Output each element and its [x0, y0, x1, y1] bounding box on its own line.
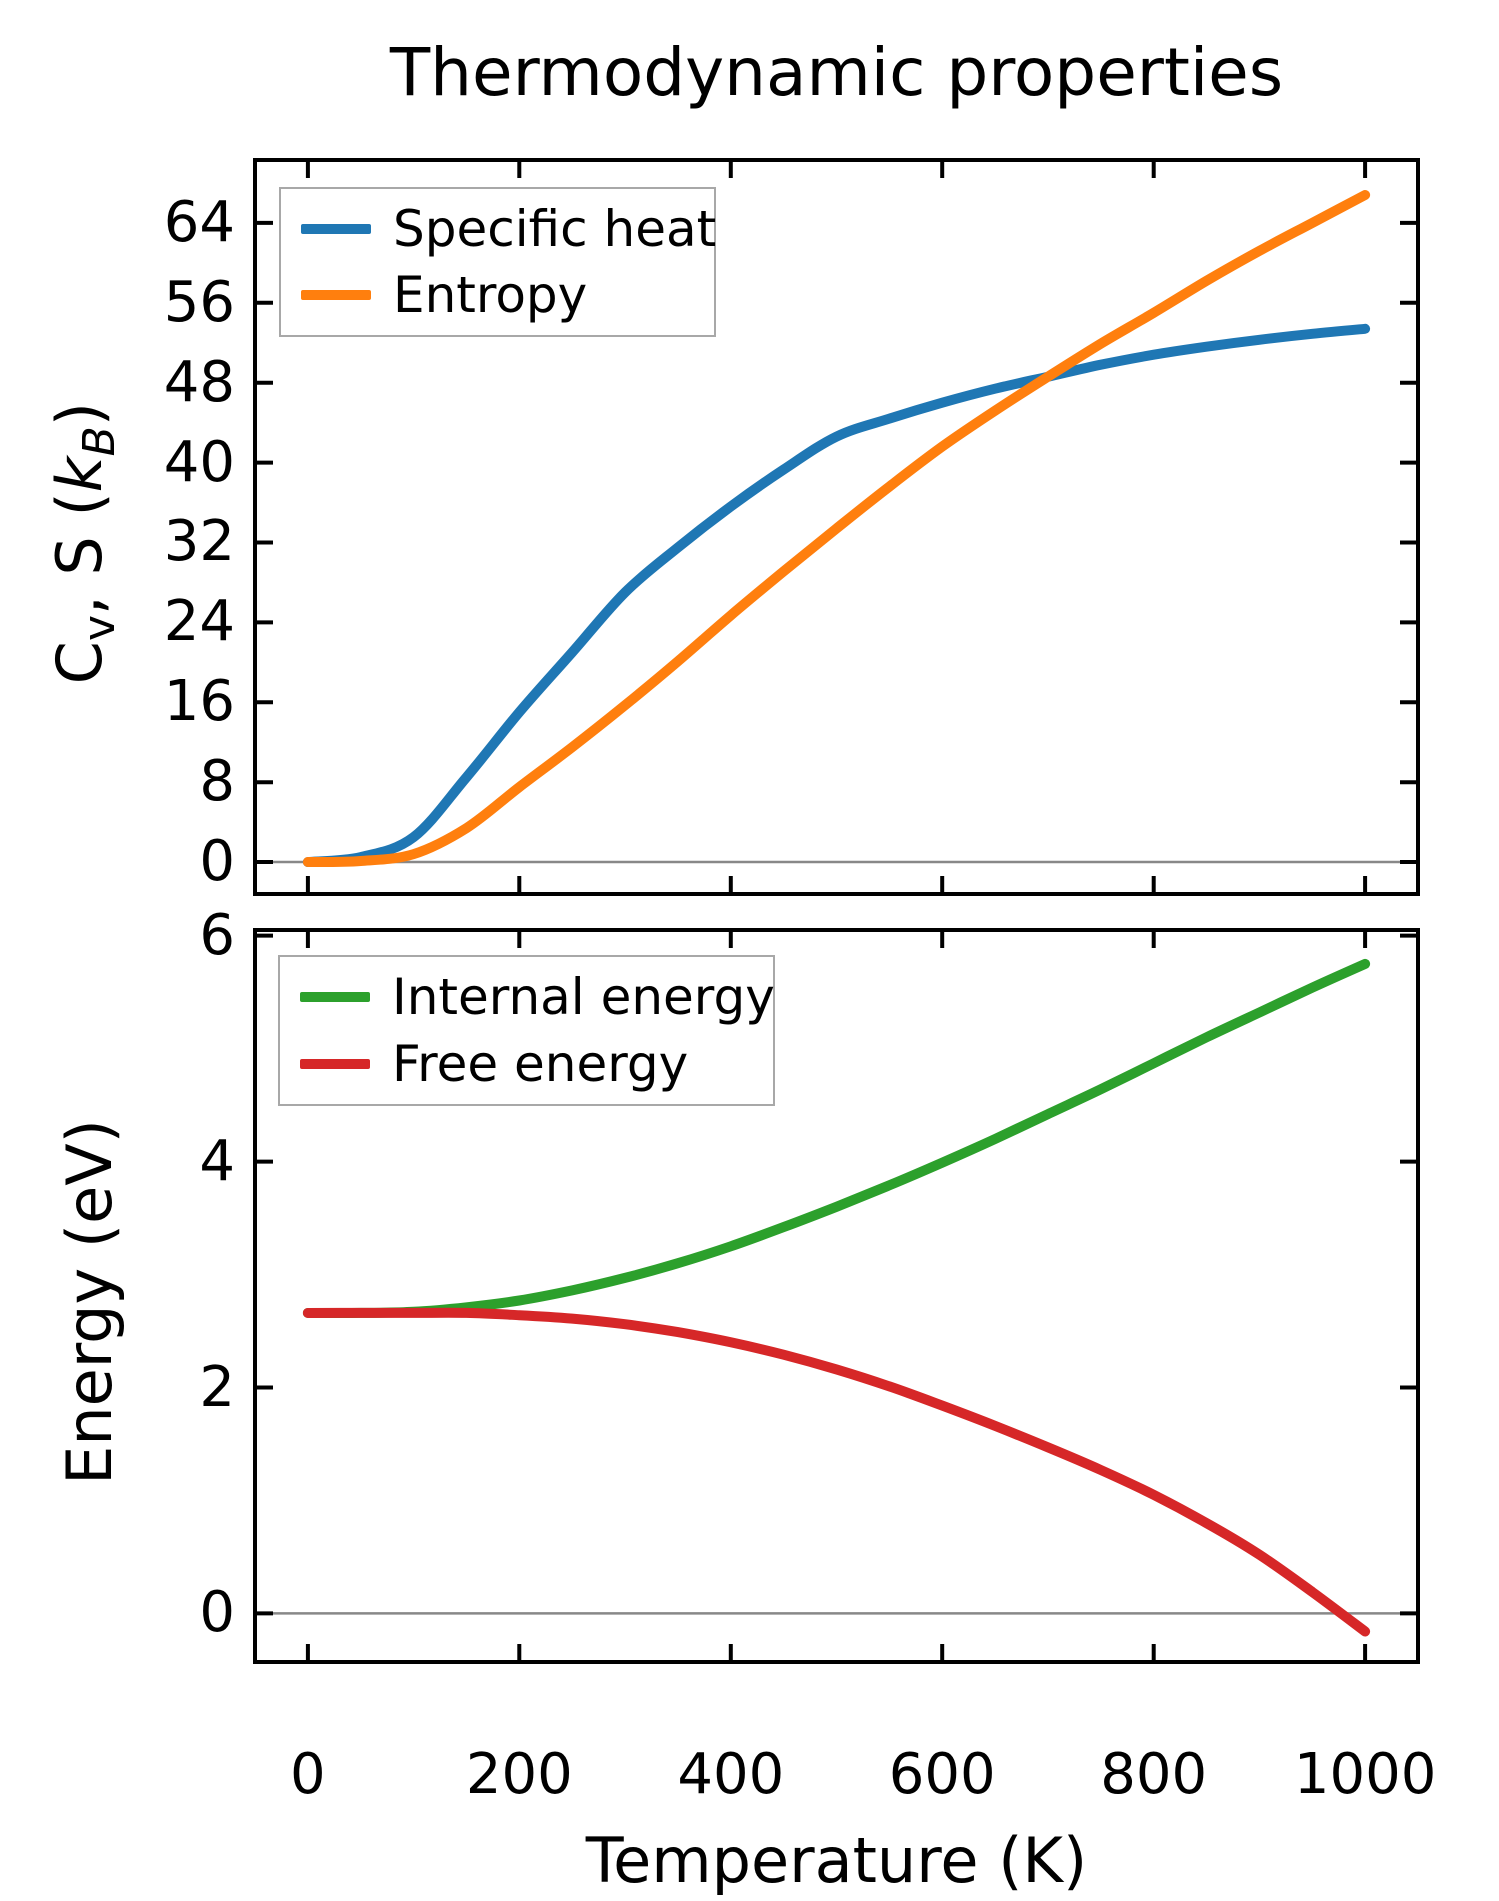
- y-tick-label-0-48: 48: [163, 349, 235, 415]
- curve-internal-energy: [302, 958, 1371, 1318]
- y-tick-label-0-32: 32: [163, 509, 235, 575]
- bottom-subplot: [253, 928, 1420, 1664]
- y-tick-label-0-16: 16: [163, 669, 235, 735]
- legend-label: Free energy: [392, 1035, 689, 1093]
- bottom-legend: Internal energy Free energy: [278, 955, 775, 1106]
- y-tick-label-0-56: 56: [163, 269, 235, 335]
- legend-line-sample: [301, 223, 371, 234]
- legend-label: Entropy: [393, 266, 588, 325]
- curve-specific-heat: [302, 323, 1371, 868]
- x-tick-label-200: 200: [465, 1742, 573, 1807]
- y-tick-label-1-6: 6: [199, 902, 235, 968]
- legend-line-sample: [300, 1059, 370, 1069]
- x-tick-label-1000: 1000: [1293, 1742, 1437, 1807]
- legend-label: Specific heat: [393, 199, 717, 258]
- legend-entry-free-energy: Free energy: [300, 1037, 773, 1091]
- y-tick-label-0-24: 24: [163, 589, 235, 655]
- y-tick-label-1-0: 0: [199, 1580, 235, 1646]
- legend-entry-specific-heat: Specific heat: [301, 199, 717, 258]
- figure-title: Thermodynamic properties: [389, 34, 1284, 111]
- y-tick-label-0-64: 64: [163, 189, 235, 255]
- curve-entropy: [302, 190, 1371, 868]
- top-subplot: [253, 158, 1420, 896]
- x-tick-label-400: 400: [677, 1742, 785, 1807]
- legend-line-sample: [300, 992, 370, 1002]
- y-tick-label-0-8: 8: [199, 749, 235, 815]
- legend-entry-internal-energy: Internal energy: [300, 968, 775, 1026]
- x-tick-label-600: 600: [888, 1742, 996, 1807]
- y-tick-label-0-0: 0: [199, 829, 235, 895]
- curve-free-energy: [302, 1307, 1371, 1637]
- top-legend: Specific heat Entropy: [279, 187, 716, 337]
- y-tick-label-1-4: 4: [199, 1128, 235, 1194]
- y-tick-label-1-2: 2: [199, 1354, 235, 1420]
- legend-entry-entropy: Entropy: [301, 268, 714, 322]
- x-tick-label-800: 800: [1100, 1742, 1208, 1807]
- x-axis-label: Temperature (K): [585, 1824, 1088, 1897]
- axes-spines: [253, 928, 1420, 1664]
- x-tick-label-0: 0: [290, 1742, 326, 1807]
- axes-spines: [253, 158, 1420, 896]
- y-tick-label-0-40: 40: [163, 429, 235, 495]
- legend-line-sample: [301, 290, 371, 301]
- legend-label: Internal energy: [392, 968, 775, 1026]
